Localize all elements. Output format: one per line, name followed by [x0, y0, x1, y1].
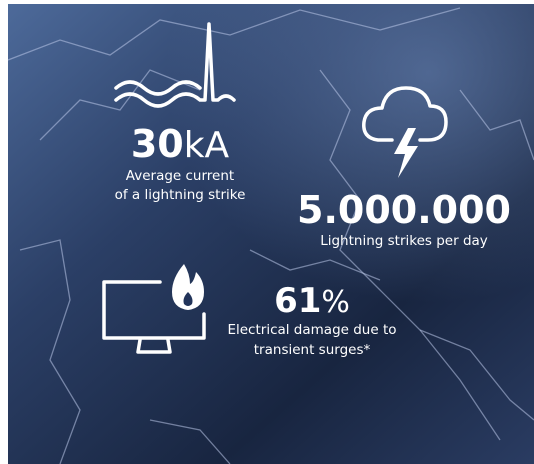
stat-value: 30kA — [131, 122, 230, 166]
wave-icon — [114, 22, 236, 108]
flame-icon — [172, 264, 204, 310]
flame-core — [183, 292, 193, 306]
stat-unit: kA — [184, 125, 230, 166]
background-glow — [8, 4, 534, 464]
stat-value: 61% — [274, 281, 350, 321]
stat-caption: Average current — [126, 168, 234, 184]
lightning-lines — [7, 7, 534, 464]
stat-caption: Electrical damage due to — [227, 322, 396, 338]
stat-caption: of a lightning strike — [115, 187, 246, 203]
stat-unit: % — [321, 285, 350, 320]
bolt-icon — [394, 128, 418, 178]
stat-caption: transient surges* — [254, 342, 371, 358]
stat-number: 61 — [274, 281, 321, 321]
stat-caption: Lightning strikes per day — [320, 233, 488, 249]
stat-number: 30 — [131, 122, 184, 166]
monitor-icon — [102, 264, 206, 354]
cloud-icon — [362, 86, 448, 178]
stat-number: 5.000.000 — [297, 188, 511, 232]
